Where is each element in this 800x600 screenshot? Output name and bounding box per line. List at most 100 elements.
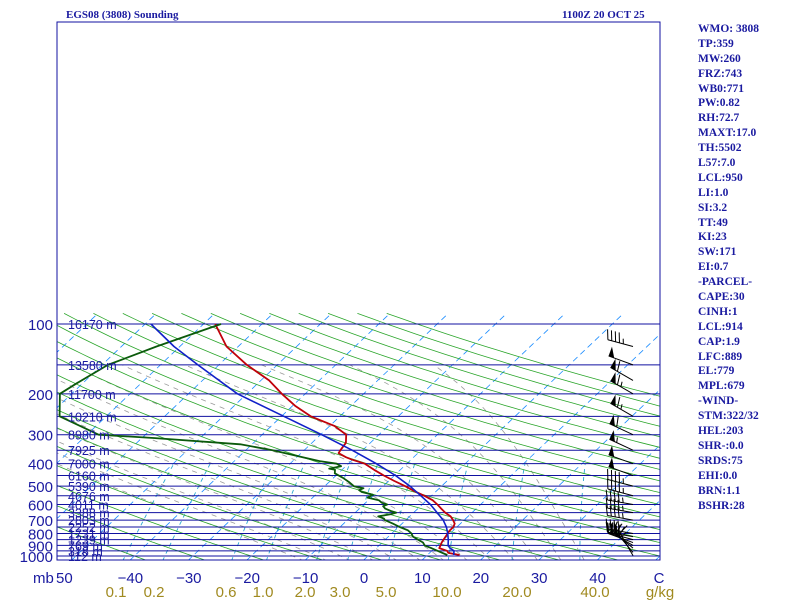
height-label: 13580 m — [68, 359, 117, 373]
index-line: SW:171 — [698, 246, 737, 259]
pressure-tick-label: 900 — [28, 538, 53, 555]
mixing-ratio-lines — [122, 463, 586, 560]
index-line: FRZ:743 — [698, 67, 743, 80]
index-line: LCL:950 — [698, 171, 743, 184]
index-line: BRN:1.1 — [698, 484, 741, 497]
index-line: TP:359 — [698, 37, 734, 50]
wind-barb — [605, 497, 634, 514]
index-line: LI:1.0 — [698, 186, 729, 199]
mixing-ratio-label: 2.0 — [295, 584, 316, 600]
mixing-ratio-label: 10.0 — [432, 584, 461, 600]
index-line: TH:5502 — [698, 142, 742, 155]
height-label: 769 m — [68, 539, 103, 553]
height-label: 2803 m — [68, 514, 110, 528]
pressure-tick-label: 300 — [28, 428, 53, 445]
height-label: 2252 m — [68, 521, 110, 535]
index-line: SHR-:0.0 — [698, 439, 744, 452]
wind-barb — [609, 430, 634, 451]
index-line: SI:3.2 — [698, 201, 728, 214]
parcel-trace — [150, 323, 455, 556]
temperature-tick-label: −20 — [234, 570, 259, 587]
isobars — [56, 21, 661, 561]
index-line: WMO: 3808 — [698, 23, 760, 35]
mixing-ratio-line — [122, 463, 175, 560]
index-line: SRDS:75 — [698, 454, 743, 467]
mixing-ratio-label: 5.0 — [376, 584, 397, 600]
dry-adiabat-line — [93, 313, 660, 506]
index-line: -PARCEL- — [698, 276, 753, 289]
dewpoint-trace — [58, 323, 448, 556]
mixing-ratio-line — [347, 463, 379, 560]
index-line: STM:322/32 — [698, 410, 759, 423]
mixing-ratio-label: 0.1 — [106, 584, 127, 600]
wind-barb — [607, 468, 634, 487]
pressure-tick-label: 100 — [28, 317, 53, 334]
index-line: CINH:1 — [698, 305, 738, 318]
temperature-tick-label: 50 — [56, 570, 73, 587]
temperature-tick-label: −40 — [118, 570, 143, 587]
height-label: 5390 m — [68, 480, 110, 494]
index-line: WB0:771 — [698, 82, 744, 95]
mixing-ratio-line — [447, 463, 469, 560]
sounding-traces — [58, 323, 460, 556]
wind-barb — [608, 346, 634, 366]
mixing-ratio-line — [316, 463, 351, 560]
pressure-tick-label: 400 — [28, 457, 53, 474]
sounding-time: 1100Z 20 OCT 25 — [562, 9, 645, 21]
index-line: MPL:679 — [698, 380, 745, 393]
sounding-title: EGS08 (3808) Sounding — [66, 9, 179, 21]
height-label: 4011 m — [68, 499, 109, 513]
wind-barb — [605, 505, 634, 521]
height-label: 10210 m — [68, 410, 117, 424]
temperature-tick-label: 0 — [360, 570, 368, 587]
pressure-tick-label: 1000 — [20, 549, 53, 566]
height-label: 1239 m — [68, 534, 110, 548]
wind-barb — [608, 457, 634, 477]
index-line: MW:260 — [698, 52, 741, 65]
dry-adiabat-line — [57, 445, 384, 560]
mixing-ratio-label: 20.0 — [502, 584, 531, 600]
dry-adiabat-line — [57, 465, 325, 560]
dry-adiabat-line — [57, 526, 148, 560]
dry-adiabat-line — [57, 505, 207, 560]
index-line: EL:779 — [698, 365, 735, 378]
temperature-tick-label: 30 — [531, 570, 548, 587]
pressure-tick-label: 200 — [28, 387, 53, 404]
index-line: -WIND- — [698, 395, 739, 408]
height-label: 112 m — [68, 550, 102, 564]
index-line: KI:23 — [698, 231, 727, 244]
temperature-tick-label: 10 — [414, 570, 431, 587]
pressure-unit-label: mb — [33, 570, 54, 587]
wind-barb — [610, 358, 634, 381]
height-label: 6160 m — [68, 470, 110, 484]
height-label: 11700 m — [68, 388, 116, 402]
height-label: 7000 m — [68, 458, 110, 472]
height-label: 318 m — [68, 545, 103, 559]
pressure-tick-label: 700 — [28, 513, 53, 530]
height-label: 16170 m — [68, 318, 117, 332]
wind-barb — [607, 478, 634, 497]
index-line: MAXT:17.0 — [698, 127, 757, 140]
index-line: PW:0.82 — [698, 97, 740, 110]
isotherm-line — [129, 313, 391, 560]
index-line: CAP:1.9 — [698, 335, 740, 348]
isotherm-line — [421, 333, 660, 560]
index-line: EI:0.7 — [698, 261, 729, 274]
mixing-ratio-label: 1.0 — [253, 584, 274, 600]
pressure-tick-label: 800 — [28, 527, 53, 544]
wind-barb — [607, 329, 634, 347]
mixing-ratio-label: 40.0 — [580, 584, 609, 600]
dry-adiabats — [57, 313, 660, 560]
temperature-tick-label: 20 — [472, 570, 489, 587]
pressure-tick-label: 500 — [28, 479, 53, 496]
temperature-tick-label: −30 — [176, 570, 201, 587]
dry-adiabat-line — [57, 484, 266, 560]
mixing-ratio-line — [511, 463, 526, 560]
height-label: 8980 m — [68, 429, 110, 443]
mixing-ratio-label: 3.0 — [330, 584, 351, 600]
dry-adiabat-line — [57, 427, 443, 560]
wind-barb — [609, 414, 634, 436]
index-line: HEL:203 — [698, 425, 744, 438]
